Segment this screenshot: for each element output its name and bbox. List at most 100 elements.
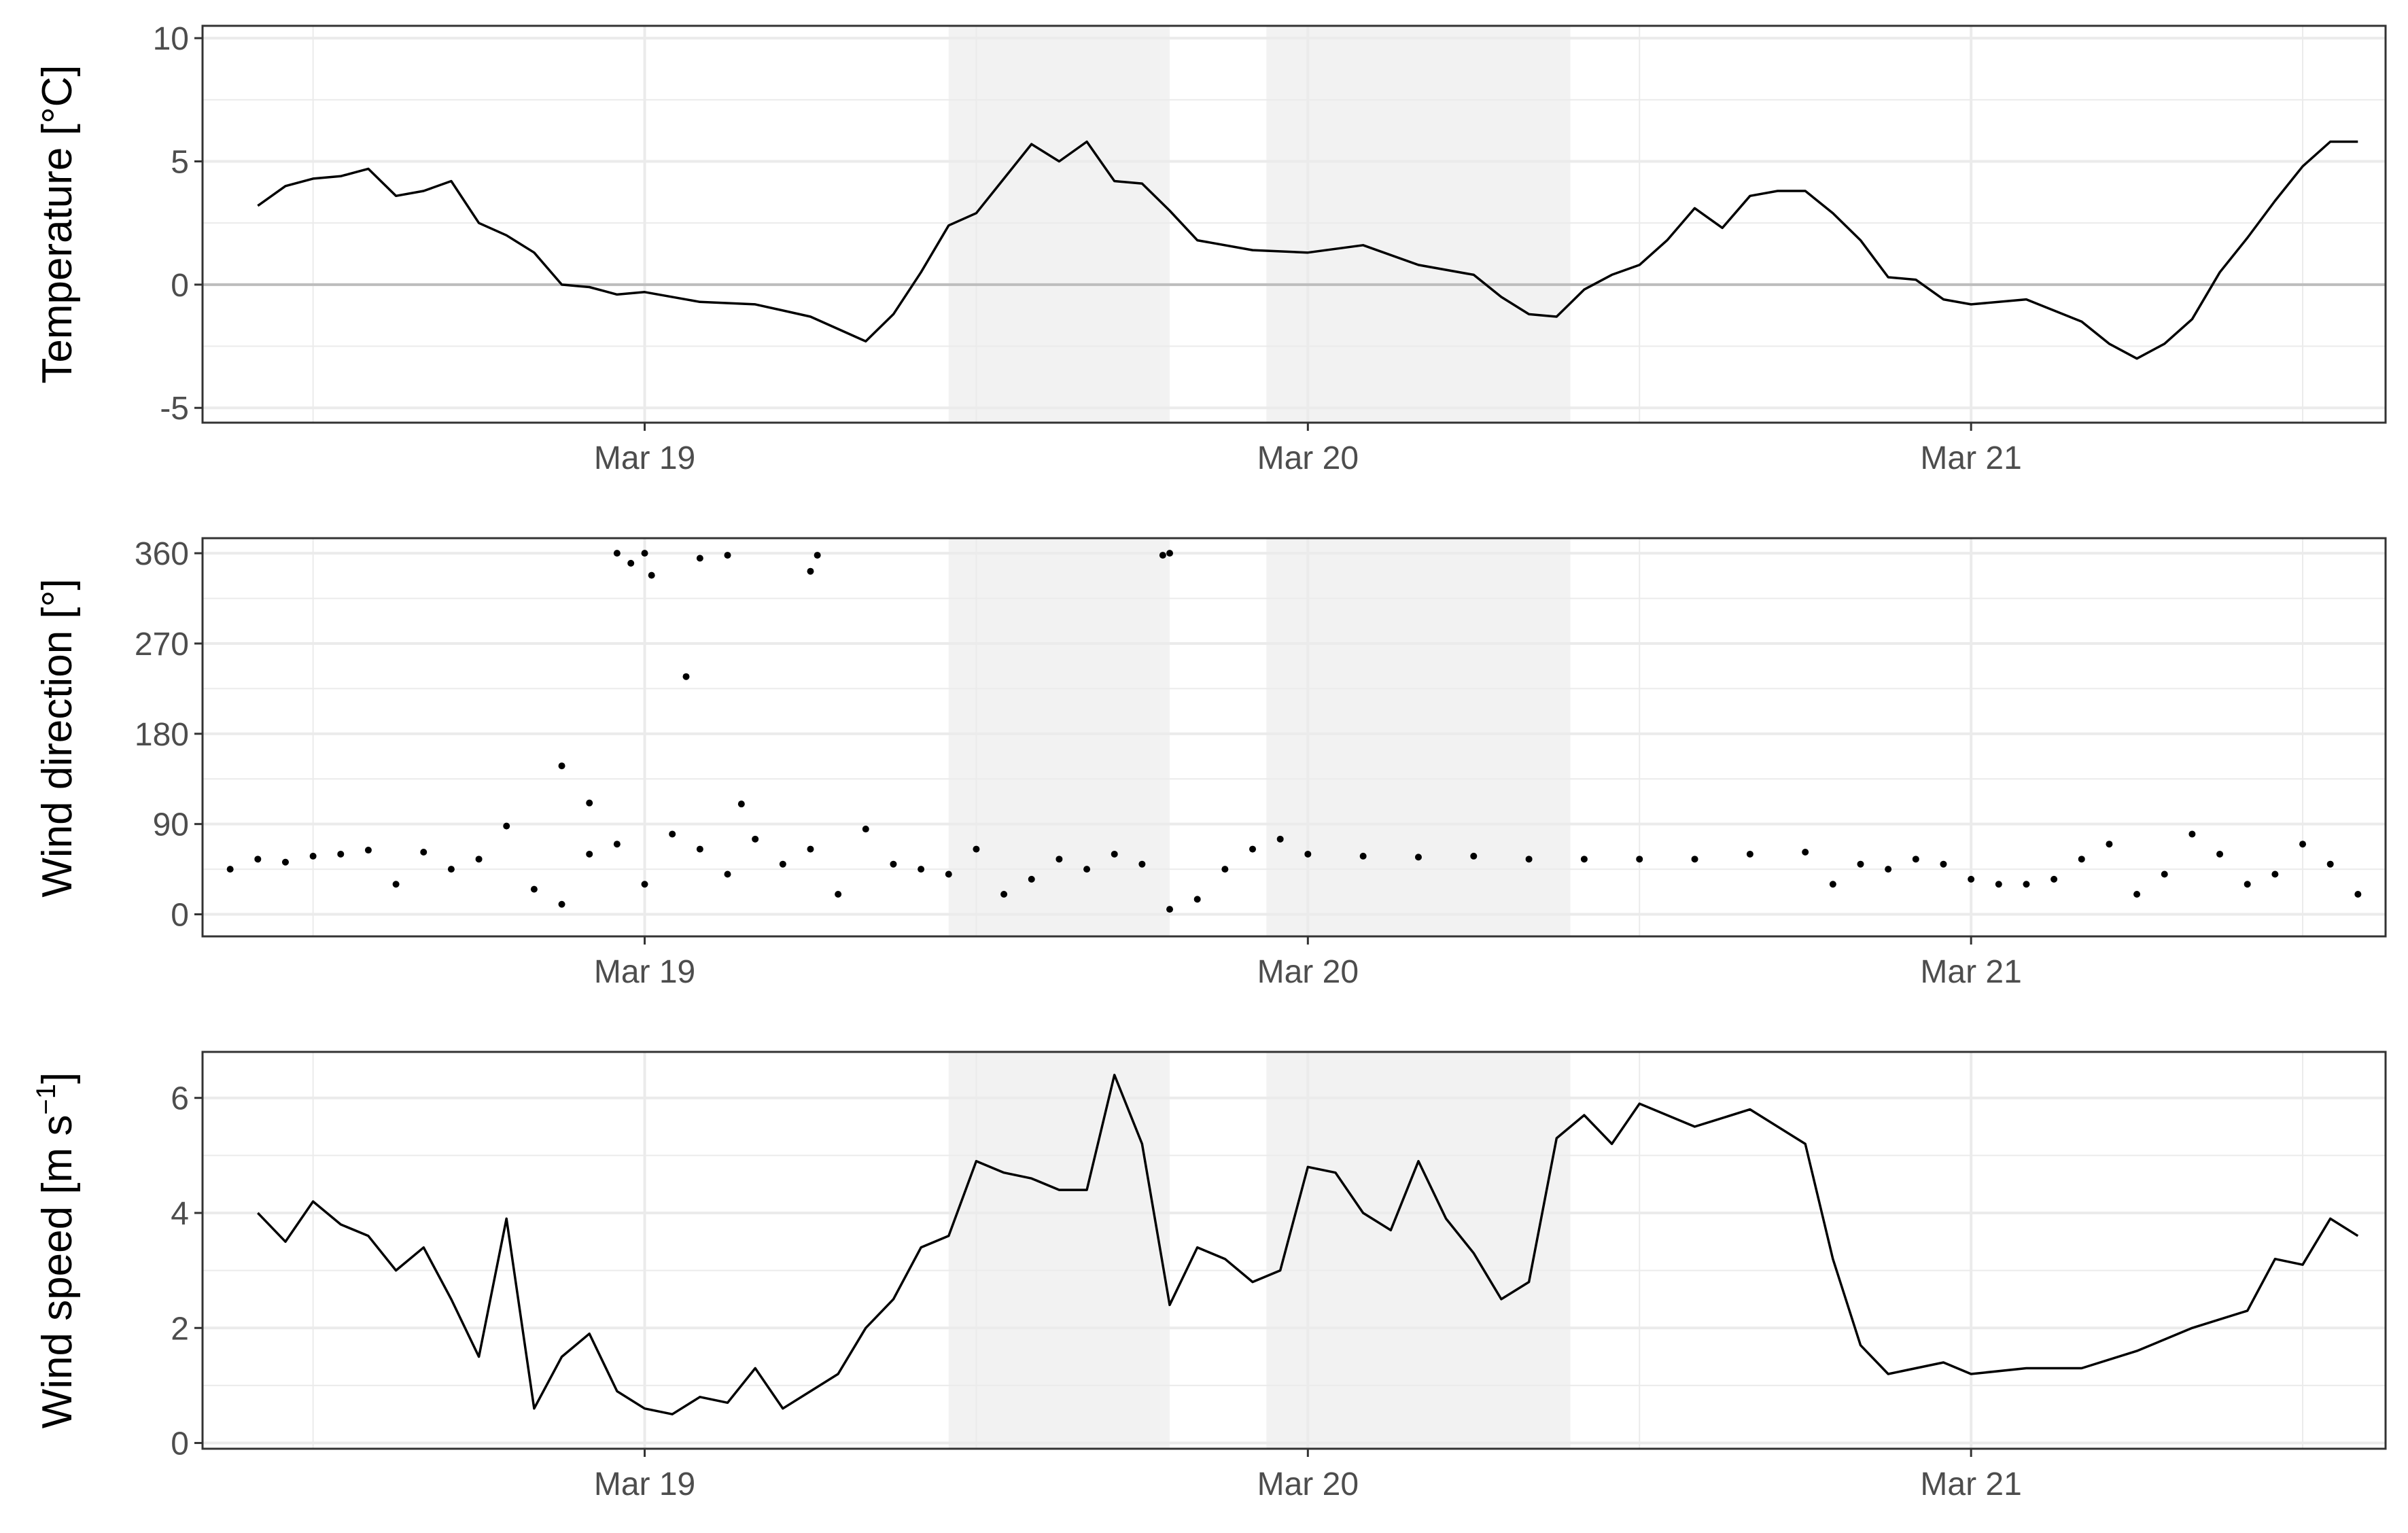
data-point <box>613 841 621 848</box>
data-point <box>1055 856 1063 863</box>
data-point <box>641 881 648 888</box>
data-point <box>1940 860 1947 868</box>
data-point <box>669 830 676 838</box>
data-point <box>1912 856 1919 863</box>
data-point <box>1159 552 1166 559</box>
y-tick-label: 10 <box>153 21 189 57</box>
data-point <box>586 799 593 807</box>
data-point <box>682 673 690 680</box>
temperature-panel: -5 0 5 10 Mar 19 Mar 20 Mar 21 Temperature [°C] <box>34 21 2387 476</box>
data-point <box>1249 845 1257 853</box>
panel-border <box>201 537 2387 938</box>
x-tick-label: Mar 19 <box>594 954 695 990</box>
x-tick-label: Mar 20 <box>1257 440 1359 476</box>
shaded-interval <box>948 538 1170 936</box>
data-point <box>281 858 289 866</box>
plot-layer: -5 0 5 10 Mar 19 Mar 20 Mar 21 <box>153 21 2387 476</box>
data-point <box>1691 856 1698 863</box>
y-tick-label: 180 <box>135 717 189 753</box>
data-point <box>1221 866 1229 873</box>
y-tick-label: 0 <box>171 1426 189 1462</box>
data-point <box>1276 835 1284 843</box>
data-point <box>696 554 703 562</box>
wind-direction-panel: 0 90 180 270 360 Mar 19 Mar 20 Mar 21 Wind direc… <box>34 536 2387 990</box>
x-tick-label: Mar 20 <box>1257 954 1359 990</box>
data-point <box>586 850 593 858</box>
data-point <box>1166 550 1174 557</box>
data-point <box>862 826 869 833</box>
data-point <box>890 860 897 868</box>
data-point <box>641 550 648 557</box>
x-tick-label: Mar 21 <box>1920 440 2021 476</box>
shaded-interval <box>1266 1052 1571 1449</box>
y-tick-label: 2 <box>171 1311 189 1347</box>
data-point <box>1995 881 2002 888</box>
wind-speed-axis-title: Wind speed [m s−1] <box>31 1072 81 1429</box>
data-point <box>2023 881 2030 888</box>
data-point <box>627 559 635 567</box>
wind-speed-axis-title-close: ] <box>34 1072 81 1084</box>
y-tick-label: 90 <box>153 807 189 843</box>
x-tick-label: Mar 20 <box>1257 1466 1359 1502</box>
wind-speed-panel: 0 2 4 6 Mar 19 Mar 20 Mar 21 Wind speed [m s−1] <box>31 1051 2387 1502</box>
data-point <box>1166 906 1174 913</box>
data-point <box>1083 866 1091 873</box>
data-point <box>1829 881 1836 888</box>
data-point <box>779 860 786 868</box>
data-point <box>558 762 565 770</box>
data-point <box>1304 850 1312 858</box>
data-point <box>1802 849 1809 856</box>
y-tick-label: 360 <box>135 536 189 572</box>
shaded-interval <box>1266 26 1571 423</box>
data-point <box>1636 856 1643 863</box>
panel-border <box>201 1051 2387 1450</box>
plot-layer: 0 90 180 270 360 Mar 19 Mar 20 Mar 21 <box>135 536 2387 990</box>
data-point <box>1028 875 1035 883</box>
data-point <box>2271 870 2279 878</box>
wind-direction-axis-title: Wind direction [°] <box>34 578 81 897</box>
data-point <box>337 850 345 858</box>
data-point <box>2161 870 2168 878</box>
data-point <box>420 849 427 856</box>
data-point <box>918 866 925 873</box>
data-point <box>973 845 980 853</box>
y-tick-label: 4 <box>171 1196 189 1232</box>
series-line <box>257 140 2358 360</box>
data-point <box>2106 841 2113 848</box>
data-point <box>1968 875 1975 883</box>
y-tick-label: 6 <box>171 1081 189 1117</box>
data-point <box>1111 850 1118 858</box>
y-tick-label: 0 <box>171 268 189 304</box>
data-point <box>2051 875 2058 883</box>
data-point <box>1414 853 1422 861</box>
data-point <box>447 866 455 873</box>
data-point <box>737 800 745 808</box>
temperature-axis-title: Temperature [°C] <box>34 65 81 383</box>
data-point <box>2188 830 2196 838</box>
data-point <box>724 870 731 878</box>
wind-speed-axis-title-main: Wind speed [m s <box>34 1115 81 1429</box>
x-tick-label: Mar 21 <box>1920 954 2021 990</box>
data-point <box>1857 860 1864 868</box>
data-point <box>2326 860 2334 868</box>
data-point <box>254 856 262 863</box>
data-point <box>475 856 483 863</box>
data-point <box>1470 852 1478 860</box>
data-point <box>309 852 317 860</box>
data-point <box>752 835 759 843</box>
plot-layer: 0 2 4 6 Mar 19 Mar 20 Mar 21 <box>171 1051 2387 1502</box>
data-point <box>2244 881 2251 888</box>
data-point <box>724 552 731 559</box>
x-tick-label: Mar 19 <box>594 1466 695 1502</box>
data-point <box>1580 856 1588 863</box>
data-point <box>1193 896 1201 903</box>
data-point <box>1359 852 1367 860</box>
x-tick-label: Mar 21 <box>1920 1466 2021 1502</box>
data-point <box>945 870 952 878</box>
data-point <box>530 885 538 893</box>
y-tick-label: -5 <box>160 391 189 427</box>
shaded-interval <box>948 1052 1170 1449</box>
data-point <box>226 866 234 873</box>
data-point <box>558 900 565 908</box>
